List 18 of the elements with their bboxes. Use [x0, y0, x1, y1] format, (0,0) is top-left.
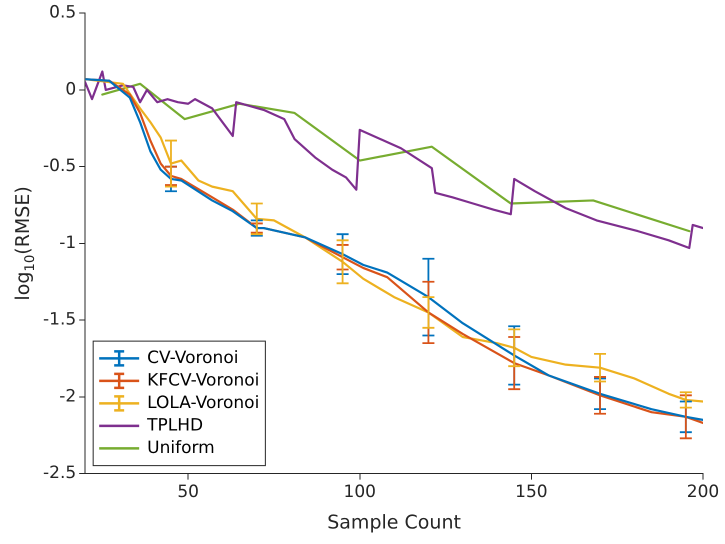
- y-tick-label: -1: [59, 232, 76, 253]
- y-tick-label: -1.5: [43, 310, 76, 330]
- x-tick-label: 150: [515, 482, 548, 502]
- x-tick-label: 50: [177, 482, 199, 502]
- legend-label: CV-Voronoi: [147, 348, 238, 368]
- y-tick-label: 0.5: [49, 2, 76, 23]
- legend-label: LOLA-Voronoi: [147, 392, 260, 413]
- y-tick-label: -2.5: [43, 463, 76, 484]
- y-axis-title: log10(RMSE): [12, 186, 38, 301]
- x-tick-label: 200: [686, 482, 720, 502]
- legend-label: KFCV-Voronoi: [147, 370, 260, 390]
- y-tick-label: 0: [65, 79, 76, 100]
- x-axis-title: Sample Count: [327, 512, 461, 534]
- x-tick-label: 100: [344, 482, 376, 502]
- y-tick-label: -2: [59, 386, 76, 406]
- legend-label: TPLHD: [146, 415, 204, 436]
- y-tick-label: -0.5: [43, 156, 76, 176]
- legend-label: Uniform: [147, 438, 215, 458]
